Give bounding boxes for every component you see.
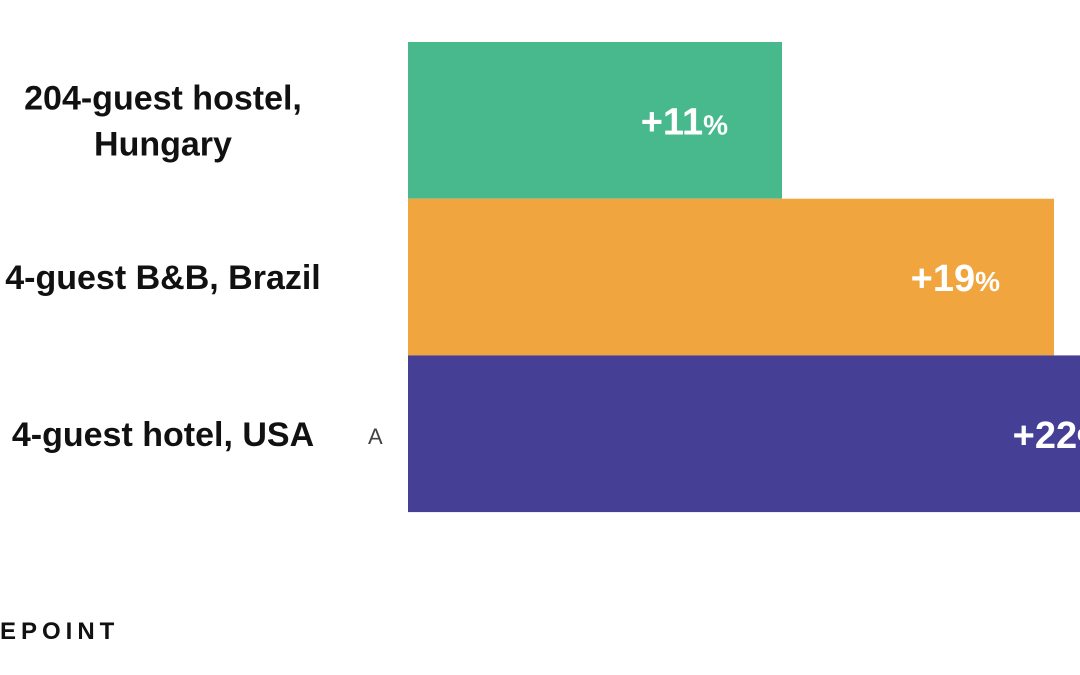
value-label-1: +11%: [641, 101, 728, 143]
category-label-1: 204-guest hostel, Hungary: [24, 79, 302, 163]
value-label-3: +22%: [1013, 415, 1080, 457]
bar-2: [408, 198, 1054, 356]
bar-3: [408, 355, 1080, 513]
category-label-3: 4-guest hotel, USA: [12, 416, 314, 454]
category-labels-group: 204-guest hostel, Hungary 4-guest B&B, Bra…: [5, 79, 321, 453]
brand-wordmark: EPOINT: [0, 618, 120, 645]
stray-mark: A: [368, 424, 383, 449]
value-labels-group: +11% +19% +22%: [641, 101, 1080, 456]
bar-chart: 204-guest hostel, Hungary 4-guest B&B, Bra…: [5, 42, 1080, 513]
bars-group: [408, 42, 1080, 513]
value-label-2: +19%: [911, 258, 1000, 300]
bar-1: [408, 42, 782, 199]
category-label-2: 4-guest B&B, Brazil: [5, 259, 321, 297]
